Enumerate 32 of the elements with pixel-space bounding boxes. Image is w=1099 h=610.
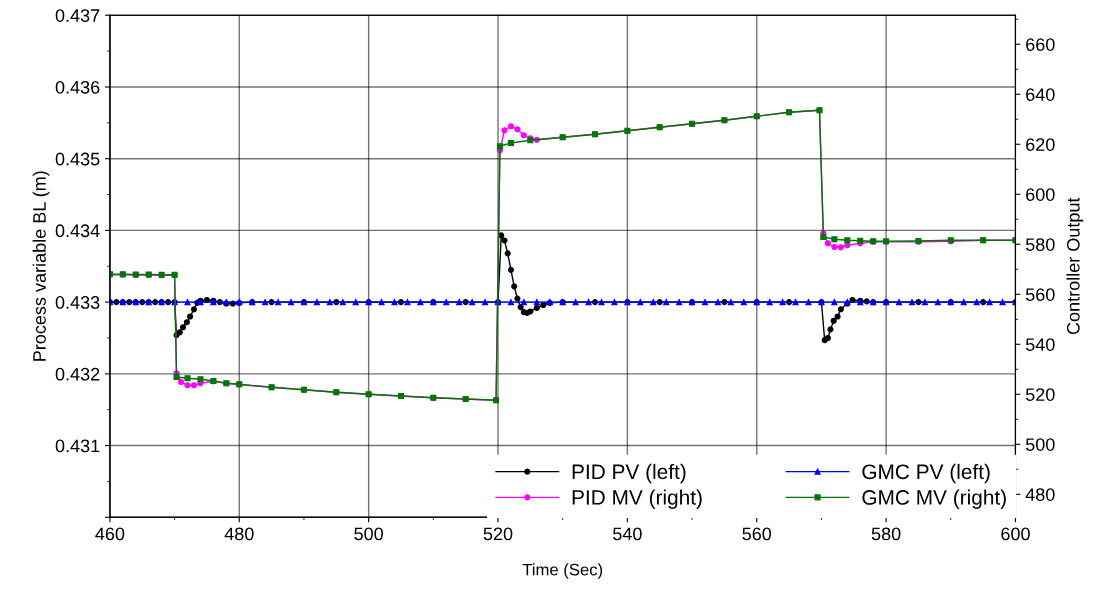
y2-axis-title: Controller Output bbox=[1066, 197, 1084, 335]
y2-tick-label: 580 bbox=[1025, 238, 1055, 251]
x-axis-title: Time (Sec) bbox=[522, 563, 603, 579]
y-tick-label: 0.434 bbox=[55, 224, 100, 238]
x-tick-label: 480 bbox=[224, 527, 254, 541]
y2-tick-label: 500 bbox=[1025, 438, 1055, 451]
x-tick-label: 600 bbox=[1001, 527, 1030, 541]
y-tick-label: 0.437 bbox=[55, 9, 100, 22]
y-tick-label: 0.435 bbox=[55, 152, 100, 166]
x-tick-label: 500 bbox=[354, 527, 383, 541]
legend-label: GMC MV (right) bbox=[862, 489, 1006, 509]
x-tick-label: 540 bbox=[613, 527, 642, 541]
y-tick-label: 0.431 bbox=[55, 439, 100, 453]
y-axis-title: Process variable BL (m) bbox=[32, 171, 50, 361]
y2-tick-label: 540 bbox=[1025, 338, 1055, 351]
x-tick-label: 580 bbox=[871, 527, 901, 541]
y-tick-label: 0.436 bbox=[55, 80, 100, 94]
legend-label: PID MV (right) bbox=[572, 489, 702, 509]
x-tick-label: 520 bbox=[483, 527, 513, 541]
legend-label: PID PV (left) bbox=[572, 463, 686, 484]
y2-tick-label: 660 bbox=[1026, 38, 1055, 51]
y2-tick-label: 560 bbox=[1025, 288, 1055, 301]
y-tick-label: 0.433 bbox=[55, 296, 100, 309]
x-tick-label: 560 bbox=[742, 527, 772, 541]
y-tick-label: 0.432 bbox=[55, 367, 100, 381]
y2-tick-label: 640 bbox=[1026, 88, 1055, 101]
y2-tick-label: 600 bbox=[1026, 188, 1055, 201]
y2-tick-label: 620 bbox=[1026, 138, 1055, 151]
y2-tick-label: 520 bbox=[1025, 388, 1055, 401]
x-tick-label: 460 bbox=[95, 527, 125, 541]
y2-tick-label: 480 bbox=[1025, 488, 1055, 501]
legend-label: GMC PV (left) bbox=[862, 463, 990, 484]
